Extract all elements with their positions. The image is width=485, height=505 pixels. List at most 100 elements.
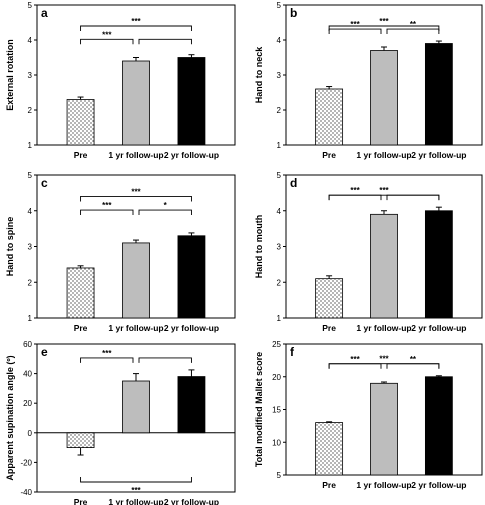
panel-label: a: [41, 6, 48, 20]
category-label: 2 yr follow-up: [164, 497, 219, 505]
significance-bracket: [328, 363, 440, 369]
significance-label: **: [410, 20, 417, 29]
panel-label: f: [290, 345, 295, 359]
y-axis-label: Hand to spine: [5, 217, 15, 277]
significance-bracket: [138, 357, 192, 363]
y-tick-label: 25: [272, 340, 281, 349]
y-tick-label: 3: [277, 243, 282, 252]
bar-2: [122, 380, 150, 434]
bar-2: [370, 50, 398, 146]
category-label: Pre: [322, 150, 336, 160]
chart-panel-c: 1 2 3 4 5c Hand to spine Pre 1 yr follow-up 2 yr…: [5, 171, 236, 333]
y-tick-label: 2: [277, 106, 282, 115]
bar-1: [66, 432, 95, 448]
category-label: 2 yr follow-up: [164, 150, 219, 160]
y-tick-label: -20: [20, 458, 32, 467]
significance-bracket: [80, 25, 192, 31]
y-tick-label: 2: [28, 278, 33, 287]
plot-frame: [36, 343, 236, 493]
significance-bracket: [138, 38, 192, 45]
y-axis-label: Hand to mouth: [254, 215, 264, 279]
y-tick-label: 2: [28, 106, 33, 115]
chart-panel-e: -40 -20 0 20 40 60 e Apparent supination angle …: [5, 340, 236, 505]
significance-bracket: [386, 363, 440, 369]
significance-bracket: [80, 477, 192, 483]
y-tick-label: 40: [23, 370, 32, 379]
significance-bracket: [328, 194, 440, 201]
panel-label: e: [41, 345, 48, 359]
y-tick-label: 3: [28, 71, 33, 80]
y-tick-label: 0: [28, 429, 33, 438]
y-axis-label: Apparent supination angle (º): [5, 355, 15, 480]
panel-label: c: [41, 176, 48, 190]
category-label: 2 yr follow-up: [411, 150, 466, 160]
bar-1: [66, 267, 95, 319]
category-label: 1 yr follow-up: [356, 150, 411, 160]
y-tick-label: 20: [272, 373, 281, 382]
significance-label: ***: [379, 355, 389, 364]
significance-label: *: [164, 201, 168, 210]
y-tick-label: 5: [28, 171, 33, 180]
bar-2: [370, 213, 398, 319]
significance-bracket: [80, 357, 134, 363]
significance-label: ***: [379, 17, 389, 26]
chart-panel-f: 5 10 15 20 25 f Total modified Mallet score Pre…: [254, 340, 483, 490]
significance-label: ***: [350, 20, 360, 29]
significance-label: ***: [131, 486, 141, 495]
category-label: 1 yr follow-up: [108, 150, 163, 160]
y-tick-label: 5: [277, 171, 282, 180]
y-tick-label: 4: [277, 207, 282, 216]
panel-label: b: [290, 6, 297, 20]
significance-bracket: [386, 194, 440, 201]
bar-2: [122, 60, 150, 146]
category-label: Pre: [74, 497, 88, 505]
category-label: 1 yr follow-up: [356, 323, 411, 333]
y-tick-label: 1: [28, 314, 33, 323]
significance-bracket: [328, 28, 382, 35]
y-tick-label: 10: [272, 438, 281, 447]
significance-label: ***: [350, 355, 360, 364]
y-tick-label: 3: [277, 71, 282, 80]
y-tick-label: 1: [277, 314, 282, 323]
category-label: Pre: [322, 480, 336, 490]
y-tick-label: 5: [277, 1, 282, 10]
bar-2: [122, 242, 150, 319]
significance-bracket: [138, 209, 192, 216]
significance-label: ***: [131, 17, 141, 26]
bar-1: [315, 278, 344, 319]
bar-1: [66, 99, 95, 146]
significance-bracket: [328, 194, 382, 201]
y-tick-label: 60: [23, 340, 32, 349]
category-label: 2 yr follow-up: [411, 323, 466, 333]
y-tick-label: 15: [272, 406, 281, 415]
category-label: 1 yr follow-up: [356, 480, 411, 490]
panel-label: d: [290, 176, 297, 190]
significance-bracket: [80, 38, 134, 45]
bar-2: [370, 382, 398, 476]
y-tick-label: 2: [277, 278, 282, 287]
bar-3: [424, 43, 453, 146]
y-tick-label: 4: [277, 36, 282, 45]
category-label: 2 yr follow-up: [164, 323, 219, 333]
y-tick-label: -40: [20, 488, 32, 497]
significance-label: ***: [350, 186, 360, 195]
category-label: 1 yr follow-up: [108, 497, 163, 505]
y-tick-label: 1: [28, 141, 33, 150]
significance-bracket: [80, 209, 134, 216]
chart-panel-a: 1 2 3 4 5a External rotation Pre 1 yr follow-up…: [5, 1, 236, 160]
category-label: Pre: [74, 323, 88, 333]
category-label: 1 yr follow-up: [108, 323, 163, 333]
significance-label: ***: [379, 186, 389, 195]
significance-bracket: [328, 25, 440, 31]
significance-label: ***: [102, 30, 112, 39]
y-tick-label: 4: [28, 36, 33, 45]
bar-1: [315, 422, 344, 476]
significance-label: **: [410, 355, 417, 364]
y-tick-label: 5: [277, 471, 282, 480]
significance-label: ***: [131, 187, 141, 196]
significance-label: ***: [102, 349, 112, 358]
bar-3: [424, 210, 453, 319]
bar-3: [177, 57, 206, 146]
y-tick-label: 4: [28, 207, 33, 216]
